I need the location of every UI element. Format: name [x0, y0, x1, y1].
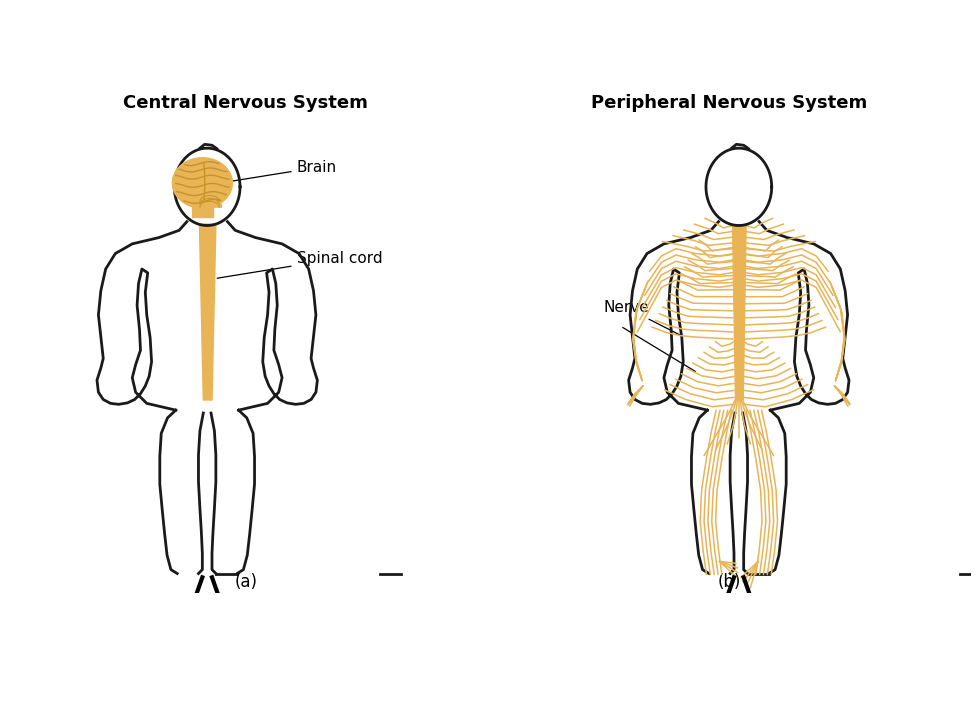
Polygon shape	[173, 158, 232, 208]
Title: Central Nervous System: Central Nervous System	[124, 94, 369, 112]
Polygon shape	[198, 199, 221, 207]
Text: Spinal cord: Spinal cord	[217, 251, 382, 278]
Text: (a): (a)	[234, 573, 257, 591]
Title: Peripheral Nervous System: Peripheral Nervous System	[591, 94, 868, 112]
Text: Brain: Brain	[229, 160, 336, 182]
Text: (b): (b)	[718, 573, 741, 591]
Text: Nerve: Nerve	[604, 300, 681, 335]
